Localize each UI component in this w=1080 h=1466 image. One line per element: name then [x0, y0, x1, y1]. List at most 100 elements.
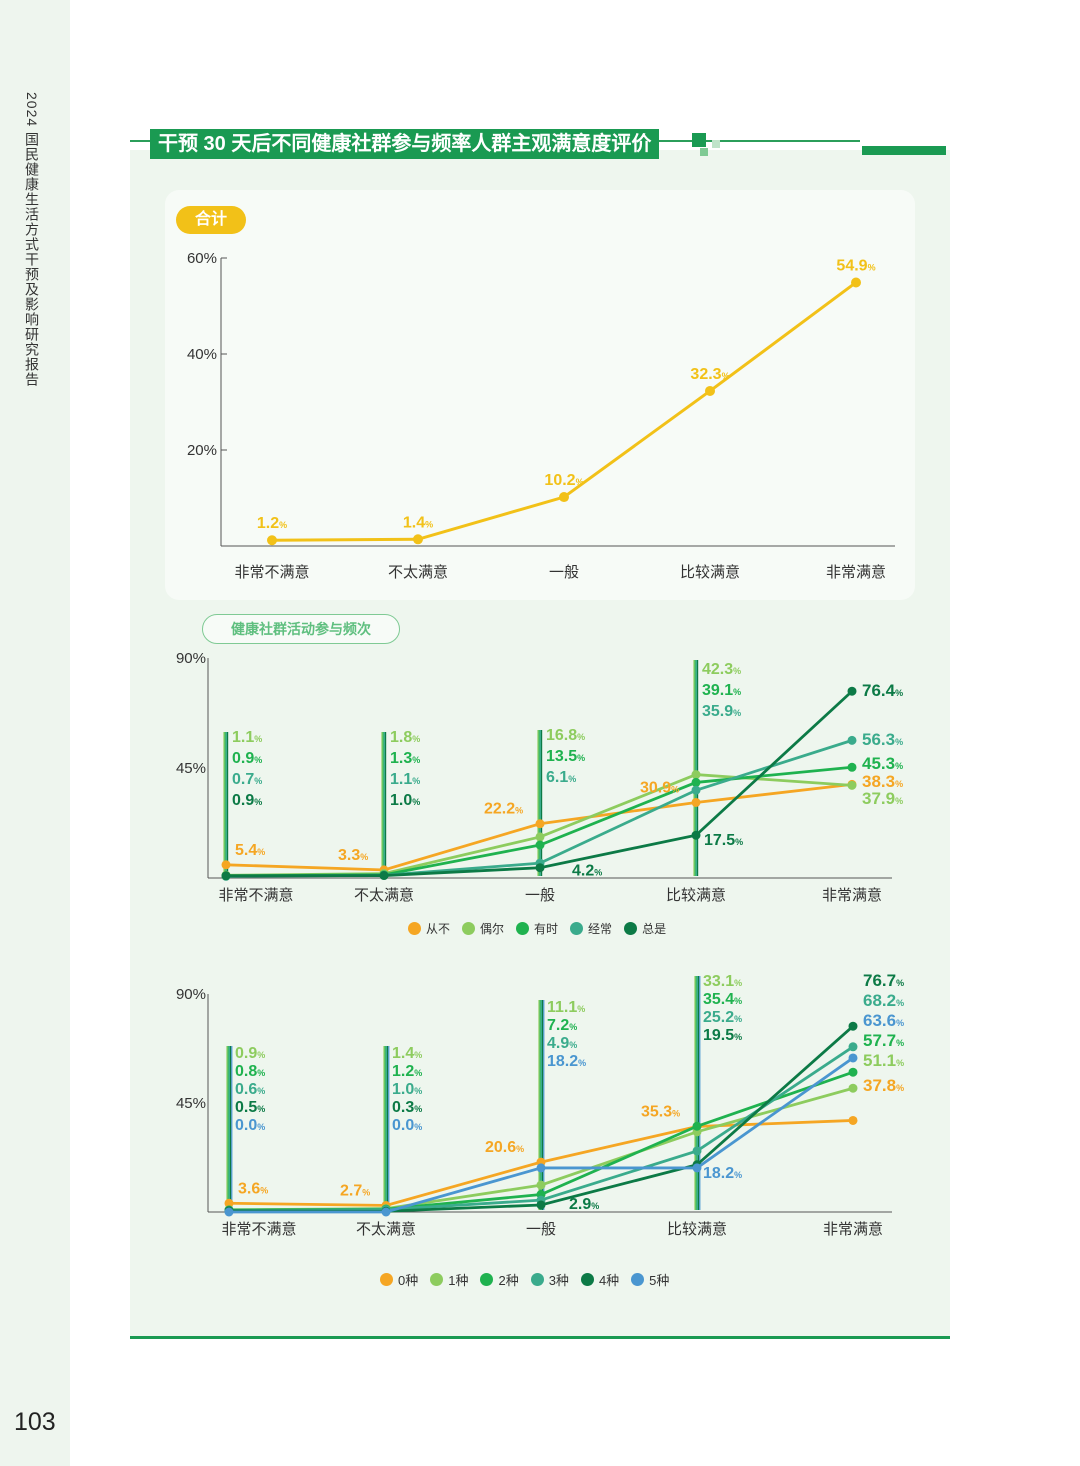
- data-label: 7.2%: [547, 1017, 577, 1034]
- y-tick-label: 60%: [187, 250, 217, 267]
- data-label: 51.1%: [863, 1051, 904, 1070]
- data-label: 22.2%: [484, 801, 523, 818]
- x-tick-label: 比较满意: [667, 1220, 727, 1238]
- x-tick-label: 非常不满意: [234, 563, 309, 581]
- legend-label: 偶尔: [480, 922, 505, 936]
- legend-label: 3种: [548, 1273, 569, 1288]
- data-label: 1.4%: [403, 514, 433, 531]
- data-label: 76.7%: [863, 971, 904, 990]
- data-point: [536, 1180, 546, 1190]
- data-label: 35.9%: [702, 703, 741, 720]
- data-label: 1.1%: [390, 771, 420, 788]
- data-label: 5.4%: [235, 842, 265, 859]
- data-point: [705, 385, 715, 396]
- data-label: 1.2%: [392, 1063, 422, 1080]
- data-point: [848, 1083, 858, 1093]
- legend-item: 4种: [580, 1270, 620, 1289]
- legend-swatch: [380, 1273, 393, 1286]
- legend-swatch: [631, 1273, 645, 1286]
- data-label: 13.5%: [546, 748, 585, 765]
- total-chart-card: [165, 190, 915, 600]
- decor-square: [692, 133, 706, 147]
- legend-swatch: [530, 1273, 544, 1286]
- x-tick-label: 非常满意: [823, 1220, 883, 1238]
- x-tick-label: 非常满意: [826, 563, 886, 581]
- legend-label: 4种: [598, 1273, 620, 1288]
- legend-frequency: 从不 偶尔 有时 经常 总是: [408, 920, 666, 937]
- data-point: [221, 860, 231, 870]
- data-label: 68.2%: [863, 991, 904, 1010]
- decor-square: [712, 140, 720, 148]
- data-label: 10.2%: [544, 472, 583, 489]
- data-label: 37.9%: [862, 789, 903, 808]
- x-tick-label: 比较满意: [680, 563, 740, 581]
- data-label: 57.7%: [863, 1031, 904, 1050]
- x-tick-label: 不太满意: [354, 886, 414, 904]
- sidebar: [0, 0, 70, 1466]
- legend-swatch: [570, 922, 584, 935]
- data-label: 19.5%: [703, 1027, 742, 1044]
- data-label: 18.2%: [547, 1053, 586, 1070]
- data-label: 0.0%: [235, 1117, 265, 1134]
- legend-item: 3种: [530, 1270, 569, 1289]
- y-tick-label: 40%: [187, 346, 217, 363]
- y-tick-label: 20%: [187, 442, 217, 459]
- data-label: 56.3%: [862, 730, 903, 749]
- legend-label: 2种: [498, 1273, 519, 1288]
- legend-swatch: [580, 1273, 594, 1286]
- data-label: 30.9%: [640, 779, 679, 796]
- legend-swatch: [516, 922, 530, 935]
- header-accent-bar: [862, 146, 946, 155]
- legend-label: 总是: [642, 922, 667, 936]
- data-point: [848, 1042, 858, 1052]
- legend-label: 从不: [426, 922, 451, 936]
- data-label: 1.8%: [390, 729, 420, 746]
- data-label: 1.3%: [390, 750, 420, 767]
- data-label: 33.1%: [703, 973, 742, 990]
- legend-item: 1种: [430, 1270, 468, 1289]
- data-point: [535, 819, 545, 829]
- data-label: 39.1%: [702, 682, 741, 699]
- data-point: [692, 1163, 702, 1173]
- data-point: [847, 780, 857, 790]
- data-point: [848, 1115, 858, 1125]
- data-label: 38.3%: [862, 772, 903, 791]
- legend-item: 0种: [380, 1270, 418, 1289]
- data-label: 0.8%: [235, 1063, 265, 1080]
- legend-label: 有时: [534, 922, 559, 936]
- data-label: 32.3%: [690, 366, 729, 383]
- legend-swatch: [430, 1273, 444, 1286]
- data-point: [535, 832, 545, 842]
- data-label: 42.3%: [702, 661, 741, 678]
- data-label: 1.4%: [392, 1045, 422, 1062]
- data-label: 35.4%: [703, 991, 742, 1008]
- data-point: [847, 762, 857, 772]
- data-point: [224, 1207, 234, 1217]
- x-tick-label: 不太满意: [356, 1220, 416, 1238]
- data-label: 1.1%: [232, 729, 262, 746]
- data-label: 3.6%: [238, 1180, 268, 1197]
- data-label: 16.8%: [546, 727, 585, 744]
- x-tick-label: 一般: [549, 564, 579, 581]
- y-tick-label: 90%: [176, 650, 206, 667]
- legend-label: 1种: [448, 1273, 469, 1288]
- data-label: 18.2%: [703, 1165, 742, 1182]
- data-label: 2.7%: [340, 1182, 370, 1199]
- data-label: 4.9%: [547, 1035, 577, 1052]
- data-point: [847, 686, 857, 696]
- total-badge: 合计: [176, 206, 246, 234]
- x-tick-label: 非常满意: [822, 886, 882, 904]
- page-number: 103: [14, 1408, 56, 1436]
- legend-swatch: [480, 1273, 494, 1286]
- data-label: 63.6%: [863, 1011, 904, 1030]
- data-label: 4.2%: [572, 863, 602, 880]
- data-point: [413, 534, 423, 545]
- y-tick-label: 45%: [176, 760, 206, 777]
- legend-item: 2种: [480, 1270, 519, 1289]
- data-label: 17.5%: [704, 832, 743, 849]
- data-label: 0.9%: [232, 792, 262, 809]
- data-label: 45.3%: [862, 754, 903, 773]
- data-label: 3.3%: [338, 847, 368, 864]
- data-point: [851, 277, 861, 288]
- data-point: [221, 871, 231, 881]
